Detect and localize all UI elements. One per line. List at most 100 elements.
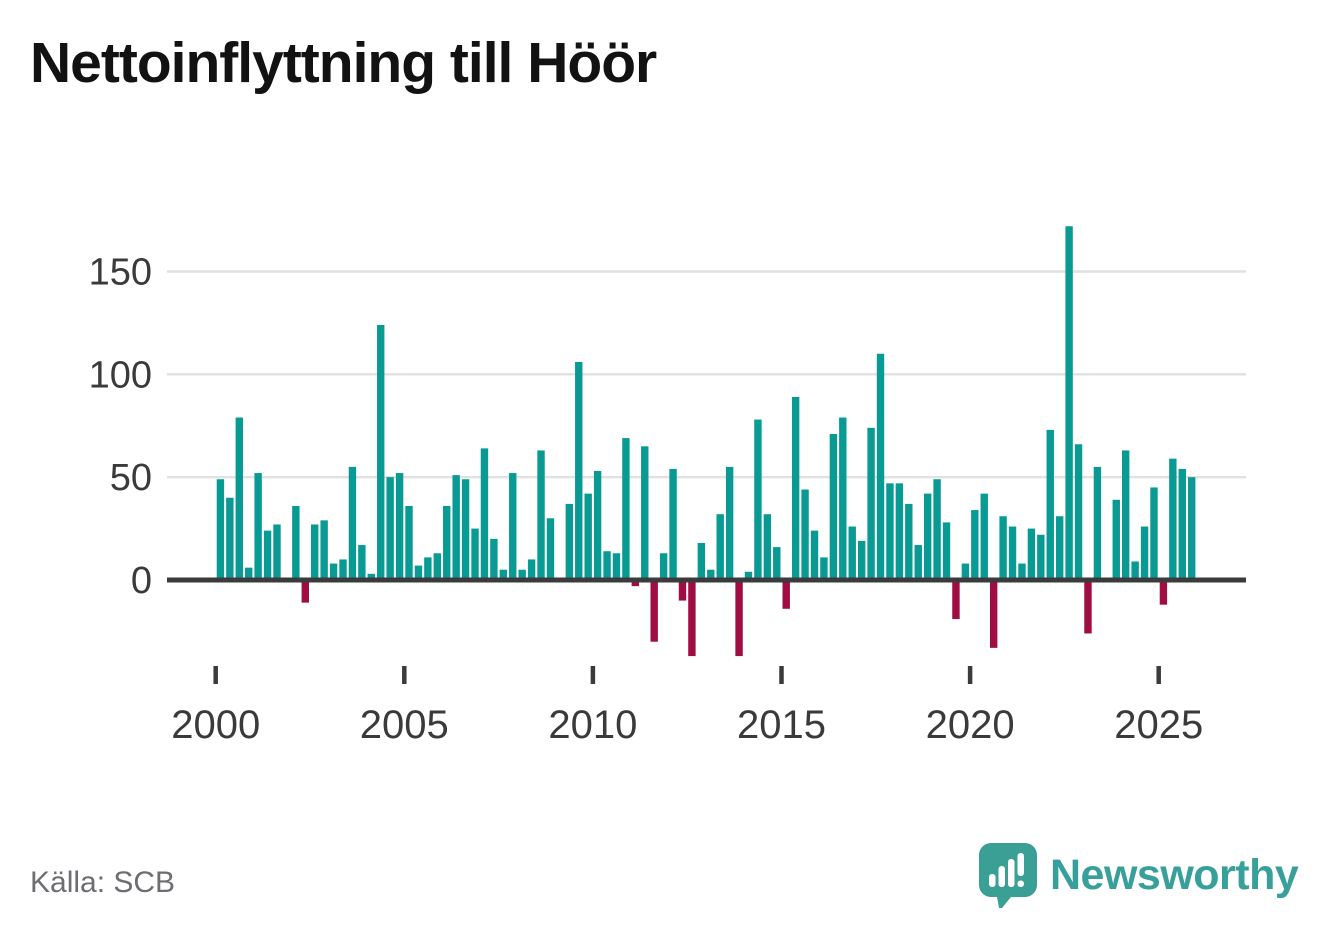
bar-2003-Q2 [339,559,347,580]
bar-2015-Q4 [810,530,819,580]
bar-2023-Q2 [1093,466,1102,580]
bar-2010-Q4 [622,438,630,580]
bar-2022-Q3 [1065,226,1073,580]
bar-2019-Q2 [942,522,951,580]
x-axis-label-2025: 2025 [1114,703,1203,747]
bar-2005-Q2 [414,565,423,580]
bar-2020-Q4 [999,516,1007,580]
bar-2024-Q2 [1131,561,1139,580]
bar-2022-Q4 [1074,444,1083,580]
bar-2025-Q2 [1169,458,1177,580]
bar-2024-Q1 [1121,450,1130,580]
newsworthy-logo-icon [979,842,1037,908]
bar-2004-Q2 [377,324,385,580]
bar-2008-Q3 [537,450,545,580]
bar-2011-Q1 [631,580,640,587]
bar-2014-Q2 [754,419,762,580]
bar-2006-Q4 [471,528,479,580]
bar-2011-Q3 [650,580,658,642]
bar-2018-Q1 [895,483,904,580]
brand-lockup: Newsworthy [978,842,1299,908]
bar-2017-Q4 [886,483,894,580]
bar-2011-Q2 [641,446,649,580]
bar-2017-Q1 [857,540,866,580]
bar-2018-Q2 [905,503,913,580]
bar-2007-Q1 [480,448,489,580]
bar-2018-Q4 [923,493,932,580]
bar-2024-Q4 [1150,487,1158,580]
bar-2006-Q1 [443,505,451,580]
bar-2006-Q2 [452,475,460,580]
bar-2016-Q4 [848,526,856,580]
bar-2020-Q2 [980,493,988,580]
bar-2009-Q3 [575,361,583,580]
bar-2009-Q2 [565,503,574,580]
bar-2018-Q3 [914,545,922,580]
bar-2006-Q3 [461,479,470,580]
bar-2008-Q4 [546,518,555,580]
bar-2010-Q2 [603,551,611,580]
bar-2003-Q1 [329,563,338,580]
bar-2016-Q1 [820,557,828,580]
bar-2019-Q3 [952,580,960,620]
bar-2013-Q4 [735,580,743,657]
bar-2021-Q2 [1018,563,1026,580]
bar-2013-Q2 [716,514,724,580]
bar-2012-Q3 [688,580,696,657]
bar-2015-Q2 [791,396,800,580]
logo-bar-1 [989,874,996,887]
bar-2020-Q1 [971,510,979,580]
bar-2019-Q4 [961,563,970,580]
bar-2014-Q1 [744,571,753,580]
bar-2000-Q3 [235,417,243,580]
bar-2001-Q1 [254,473,262,580]
y-axis-label-100: 100 [89,354,152,396]
bar-2002-Q4 [320,520,328,580]
bar-2010-Q3 [612,553,621,580]
bar-2005-Q1 [405,505,413,580]
bar-2000-Q1 [216,479,225,580]
bar-2001-Q2 [263,530,272,580]
bar-2011-Q4 [659,553,668,580]
bar-2022-Q2 [1055,516,1064,580]
bar-2000-Q2 [226,497,234,580]
bar-2007-Q2 [490,538,498,580]
bar-2002-Q3 [311,524,319,580]
y-axis-label-0: 0 [131,560,152,602]
bar-2004-Q4 [395,473,404,580]
bar-2005-Q3 [424,557,432,580]
bar-2002-Q2 [301,580,309,603]
bar-2019-Q1 [933,479,941,580]
bar-2007-Q4 [509,473,517,580]
bar-2025-Q3 [1178,468,1186,580]
bar-2024-Q3 [1140,526,1149,580]
bar-2012-Q2 [678,580,687,601]
y-axis-label-50: 50 [110,457,152,499]
logo-bar-3 [1008,859,1015,887]
bar-2003-Q3 [348,466,357,580]
bar-2020-Q3 [989,580,998,648]
x-axis-label-2020: 2020 [926,703,1015,747]
bar-2004-Q1 [367,573,375,580]
bar-2013-Q1 [707,569,715,580]
bar-2016-Q2 [829,433,838,580]
bar-2014-Q4 [773,547,781,580]
logo-exclamation-dot [1017,880,1024,887]
bar-2025-Q1 [1159,580,1168,605]
bar-2008-Q2 [527,559,536,580]
bar-2007-Q3 [499,569,508,580]
x-axis-label-2010: 2010 [548,703,637,747]
bar-2013-Q3 [725,466,734,580]
y-axis-label-150: 150 [89,251,152,293]
logo-bar-2 [998,866,1005,887]
logo-exclamation-bar [1017,853,1024,876]
bar-2021-Q4 [1037,534,1045,580]
x-axis-label-2005: 2005 [360,703,449,747]
bar-2000-Q4 [245,567,253,580]
bar-2003-Q4 [358,545,366,580]
bar-2014-Q3 [763,514,772,580]
brand-name: Newsworthy [1050,850,1299,899]
bar-2021-Q3 [1027,528,1036,580]
